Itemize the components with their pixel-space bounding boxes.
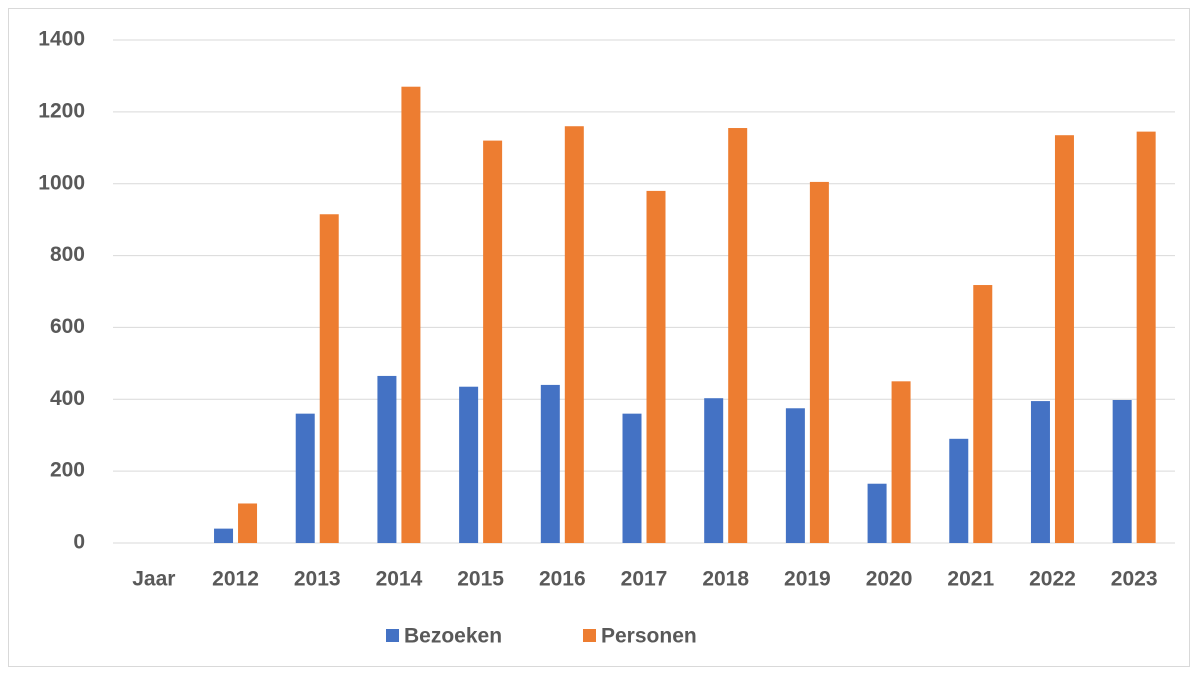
y-tick-label: 1200 <box>38 99 85 122</box>
chart-frame <box>8 8 1190 667</box>
bar <box>949 438 969 543</box>
bar <box>377 375 397 543</box>
bar <box>214 528 234 543</box>
x-tick-label: 2012 <box>212 568 259 591</box>
x-tick-label: 2023 <box>1111 568 1158 591</box>
x-tick-label: 2013 <box>294 568 341 591</box>
x-tick-label: 2022 <box>1029 568 1076 591</box>
bar <box>540 384 560 543</box>
legend-swatch <box>386 629 399 642</box>
x-tick-label: 2014 <box>376 568 423 591</box>
bar <box>401 86 421 543</box>
bar <box>704 398 724 543</box>
bar <box>809 181 829 544</box>
bar <box>1054 135 1074 544</box>
bar <box>728 128 748 543</box>
bar <box>1112 400 1132 543</box>
bar <box>483 140 503 543</box>
y-tick-label: 1000 <box>38 171 85 194</box>
legend-label: Bezoeken <box>404 625 502 648</box>
x-tick-label: Jaar <box>132 568 175 591</box>
bar <box>319 214 339 543</box>
x-tick-label: 2016 <box>539 568 586 591</box>
y-tick-label: 800 <box>50 243 85 266</box>
bar <box>1030 401 1050 543</box>
bar <box>459 386 479 543</box>
bar <box>622 413 642 543</box>
x-tick-label: 2015 <box>457 568 504 591</box>
bar <box>973 285 993 543</box>
y-tick-label: 400 <box>50 387 85 410</box>
y-tick-label: 0 <box>73 531 85 554</box>
x-tick-label: 2020 <box>866 568 913 591</box>
y-tick-label: 600 <box>50 315 85 338</box>
bar <box>891 381 911 543</box>
x-tick-label: 2018 <box>702 568 749 591</box>
bar <box>295 413 315 543</box>
x-tick-label: 2017 <box>621 568 668 591</box>
bar <box>1136 131 1156 543</box>
bar <box>867 483 887 543</box>
y-tick-label: 200 <box>50 459 85 482</box>
legend-label: Personen <box>601 625 697 648</box>
x-tick-label: 2019 <box>784 568 831 591</box>
y-tick-label: 1400 <box>38 28 85 51</box>
bar <box>238 503 258 543</box>
bar <box>785 408 805 543</box>
bar <box>646 190 666 543</box>
bar <box>564 126 584 543</box>
legend-swatch <box>583 629 596 642</box>
x-tick-label: 2021 <box>947 568 994 591</box>
